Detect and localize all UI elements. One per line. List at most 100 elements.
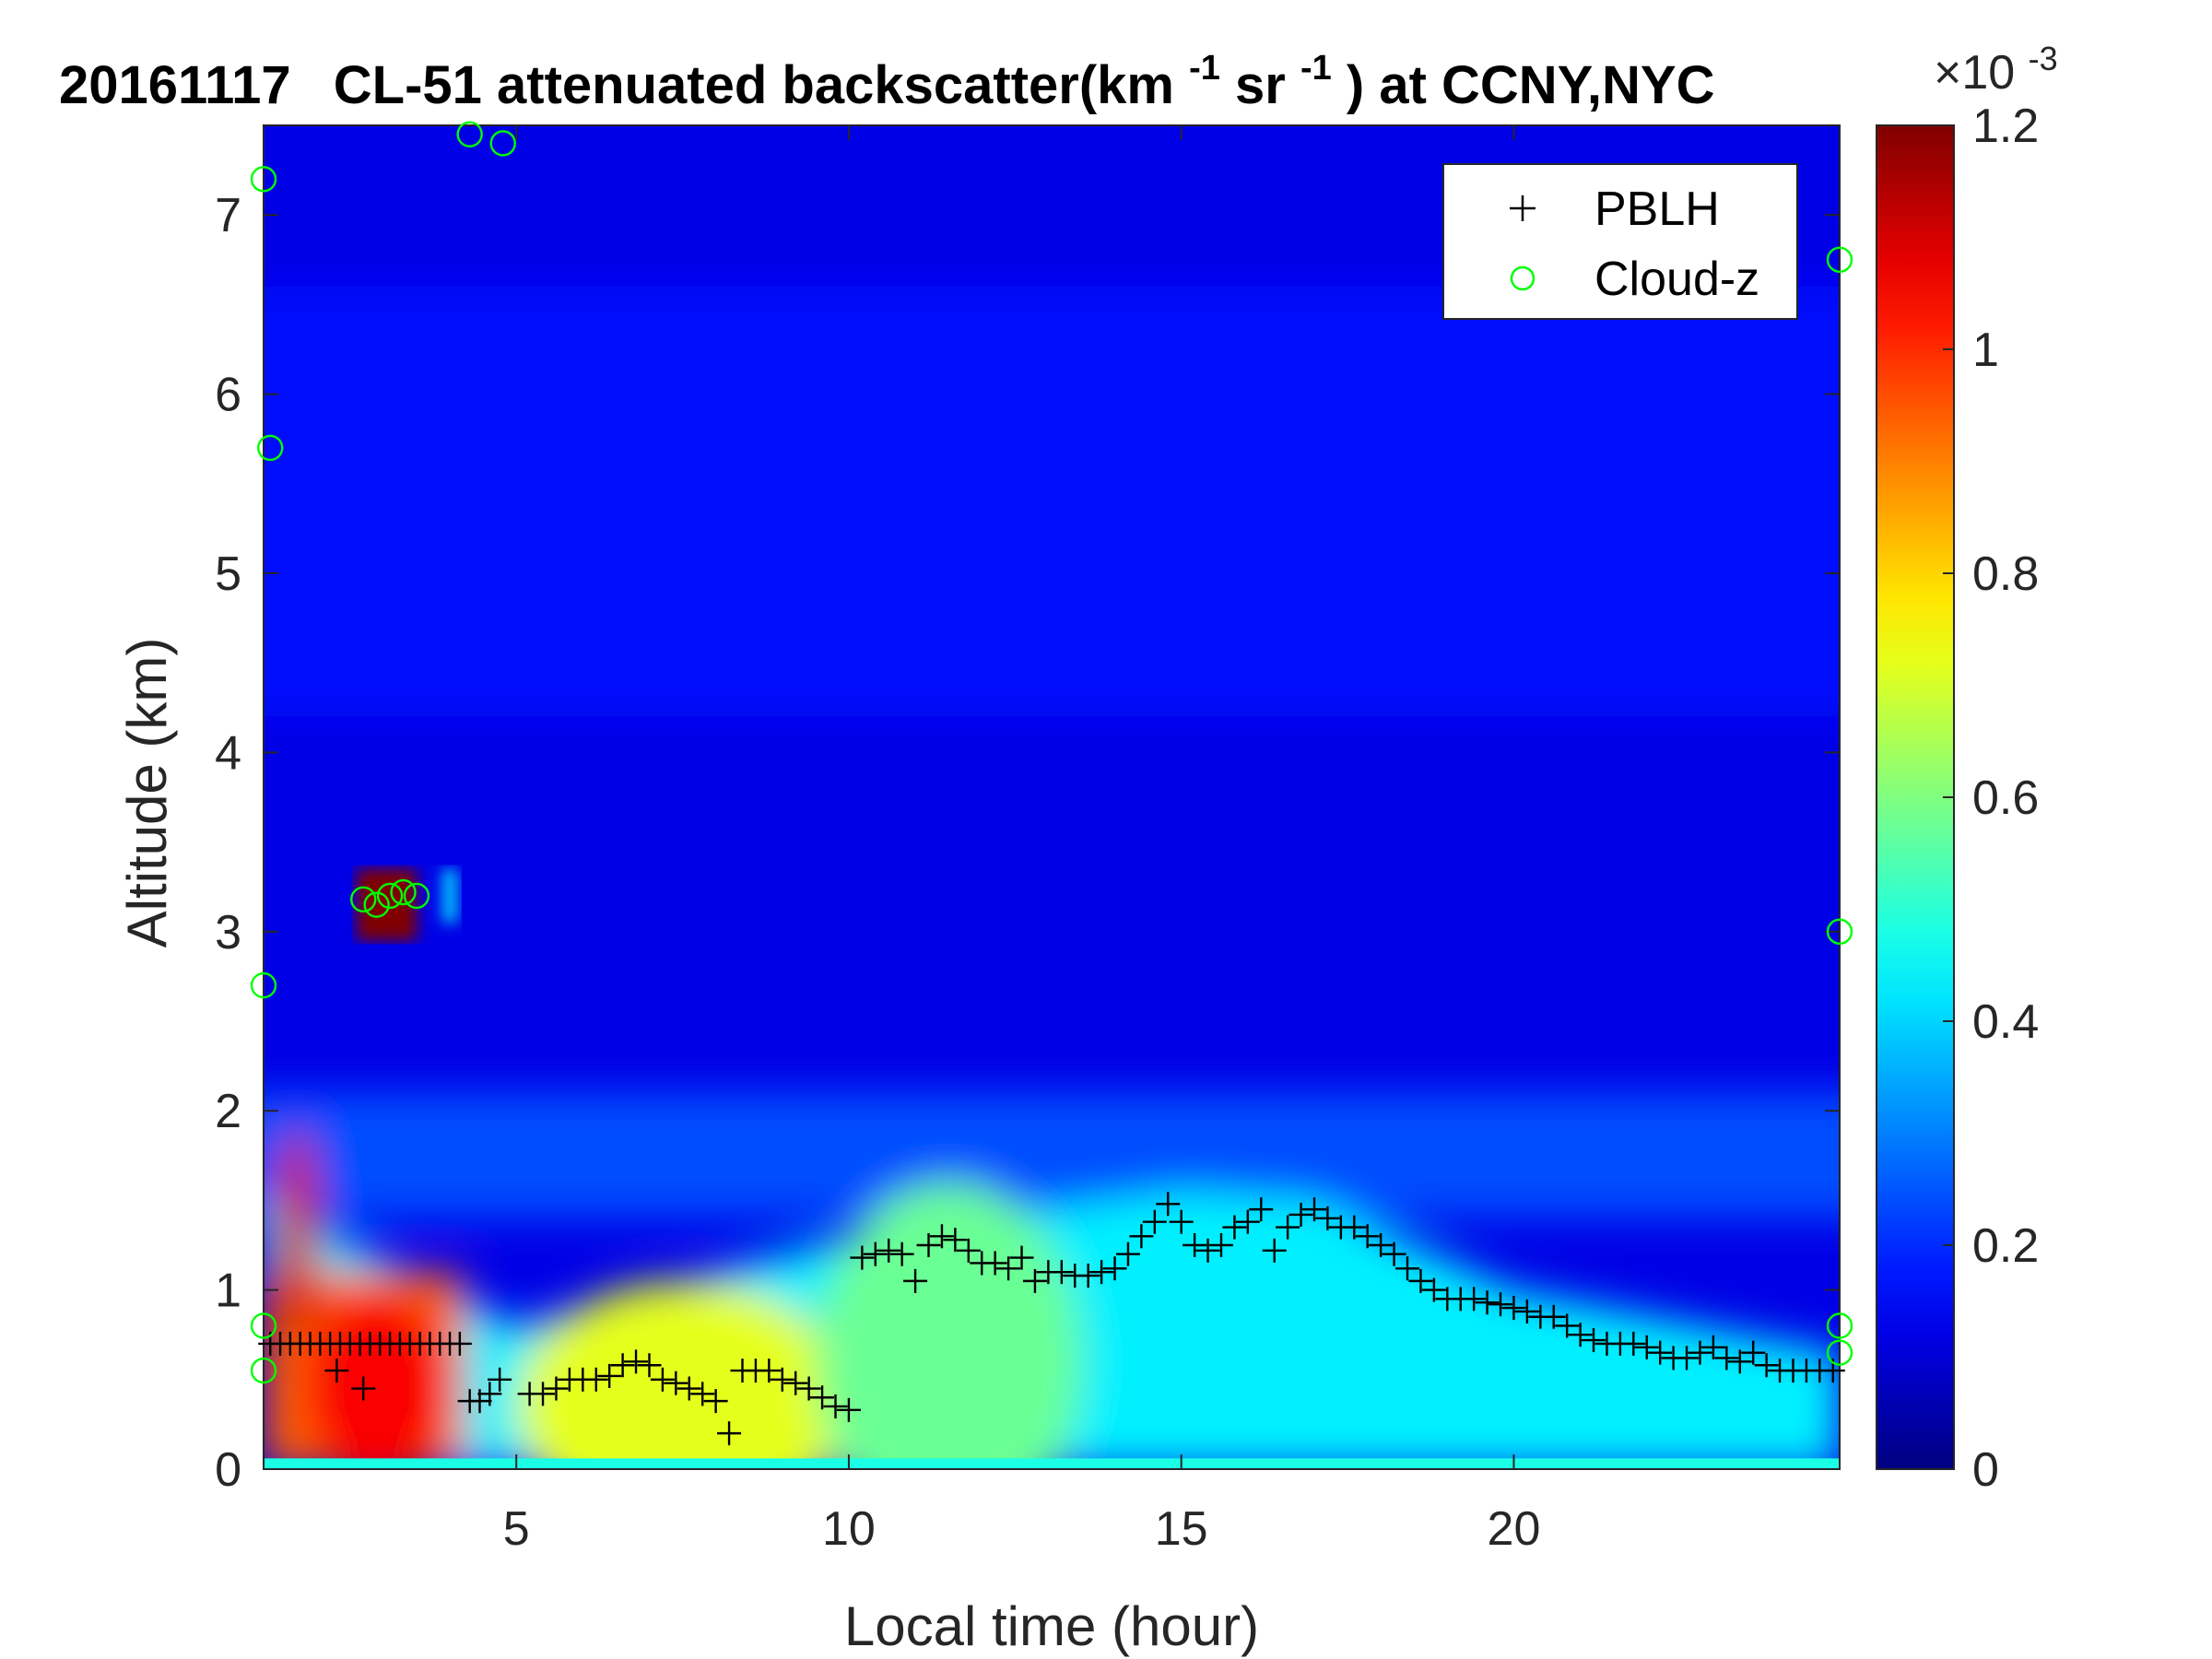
pblh-point [1395, 1256, 1420, 1281]
x-tick-label: 20 [1488, 1502, 1541, 1556]
pblh-point [1156, 1192, 1181, 1217]
pblh-point [624, 1349, 649, 1374]
y-tick-label: 3 [215, 906, 241, 959]
heatmap-morning-aerosol [516, 1280, 849, 1469]
heatmap-transition-layer [264, 1092, 1840, 1218]
pblh-point [1208, 1233, 1233, 1257]
pblh-point [1382, 1241, 1406, 1266]
title-sup-2: -1 [1300, 49, 1332, 88]
pblh-point [1089, 1260, 1114, 1285]
cloud-z-point [250, 971, 277, 999]
cloud-z-point [257, 434, 284, 462]
x-axis-label: Local time (hour) [844, 1595, 1259, 1657]
y-axis-label: Altitude (km) [116, 638, 178, 948]
pblh-point [1022, 1268, 1047, 1293]
pblh-point [1222, 1215, 1247, 1240]
pblh-point [810, 1385, 835, 1410]
legend-entry-cloud-z: Cloud-z [1594, 253, 1759, 306]
pblh-point [877, 1238, 901, 1263]
pblh-point [351, 1376, 376, 1401]
pblh-point [1129, 1224, 1154, 1249]
pblh-point [903, 1268, 928, 1293]
colorbar-tick-label: 0 [1972, 1443, 1999, 1497]
pblh-point [1541, 1304, 1566, 1329]
title-mid: sr [1235, 55, 1286, 115]
pblh-point [956, 1238, 981, 1263]
pblh-point [1276, 1215, 1300, 1240]
colorbar: 0 0.2 0.4 0.6 0.8 1 1.2 [1876, 100, 2039, 1497]
x-tick-label: 10 [822, 1502, 876, 1556]
pblh-point [1315, 1206, 1340, 1230]
legend-marker-circle-icon [1510, 265, 1535, 291]
cloud-z-point [1826, 918, 1853, 945]
cloud-z-point [250, 1357, 277, 1384]
pblh-point [1727, 1349, 1752, 1374]
pblh-point [477, 1382, 502, 1406]
legend-box [1442, 163, 1798, 320]
pblh-point [1475, 1290, 1500, 1315]
colorbar-tick-label: 1.2 [1972, 100, 2039, 153]
heatmap-cloud-streak [442, 868, 457, 924]
pblh-point [1634, 1335, 1659, 1359]
plot-border [263, 124, 1841, 1470]
cloud-z-point [1826, 1312, 1853, 1339]
pblh-point [916, 1233, 941, 1257]
cloud-z-point [1826, 246, 1853, 273]
colorbar-tick-label: 0.8 [1972, 547, 2039, 601]
pblh-point [1408, 1268, 1433, 1293]
pblh-point [597, 1363, 622, 1388]
pblh-point [996, 1256, 1021, 1281]
colorbar-tick-label: 0.6 [1972, 771, 2039, 825]
pblh-point [823, 1394, 848, 1418]
y-tick-label: 5 [215, 547, 241, 601]
pblh-point [1102, 1256, 1127, 1281]
pblh-point [1302, 1197, 1326, 1222]
heatmap-surface-strip [264, 1458, 1840, 1469]
pblh-point [850, 1245, 875, 1270]
pblh-point [1169, 1209, 1194, 1234]
pblh-point [447, 1331, 472, 1356]
x-tick-label: 15 [1155, 1502, 1208, 1556]
pblh-point [531, 1382, 556, 1406]
pblh-point [544, 1376, 569, 1401]
title-tail: ) at CCNY,NYC [1347, 55, 1715, 115]
cloud-z-point [489, 130, 516, 157]
pblh-point [1115, 1241, 1140, 1266]
pblh-point [1009, 1245, 1034, 1270]
pblh-point [1355, 1224, 1380, 1249]
pblh-point [796, 1376, 821, 1401]
pblh-point [1142, 1209, 1167, 1234]
pblh-point [1076, 1264, 1100, 1288]
heatmap-cloud-patch [357, 868, 457, 941]
cloud-z-point [350, 886, 377, 913]
cloud-z-point [403, 882, 430, 910]
cloud-z-point [390, 878, 417, 906]
legend: PBLH Cloud-z [1442, 163, 1798, 320]
pblh-point [1688, 1340, 1712, 1365]
pblh-point [488, 1367, 512, 1392]
pblh-point [1049, 1260, 1074, 1285]
pblh-point [1648, 1340, 1673, 1365]
pblh-point [1555, 1313, 1580, 1338]
y-axis: 0 1 2 3 4 5 6 7 [215, 189, 1840, 1497]
cloud-z-point [250, 1312, 277, 1339]
pblh-point [324, 1359, 349, 1383]
pblh-point [637, 1353, 662, 1378]
cloud-z-series [250, 121, 1853, 1384]
pblh-point [1582, 1328, 1606, 1353]
pblh-point [1342, 1215, 1367, 1240]
pblh-point [650, 1367, 675, 1392]
y-tick-label: 1 [215, 1265, 241, 1318]
colorbar-tick-label: 1 [1972, 324, 1999, 377]
pblh-point [783, 1371, 808, 1395]
title-date: 20161117 [59, 55, 291, 115]
pblh-point [583, 1367, 608, 1392]
cloud-z-point [456, 121, 483, 147]
pblh-point [1621, 1331, 1646, 1356]
pblh-point [943, 1228, 968, 1253]
cloud-z-point [376, 882, 404, 910]
title-main: CL-51 attenuated backscatter(km [334, 55, 1174, 115]
cloud-z-point [250, 166, 277, 193]
pblh-point [982, 1251, 1007, 1276]
pblh-point [1488, 1292, 1513, 1317]
